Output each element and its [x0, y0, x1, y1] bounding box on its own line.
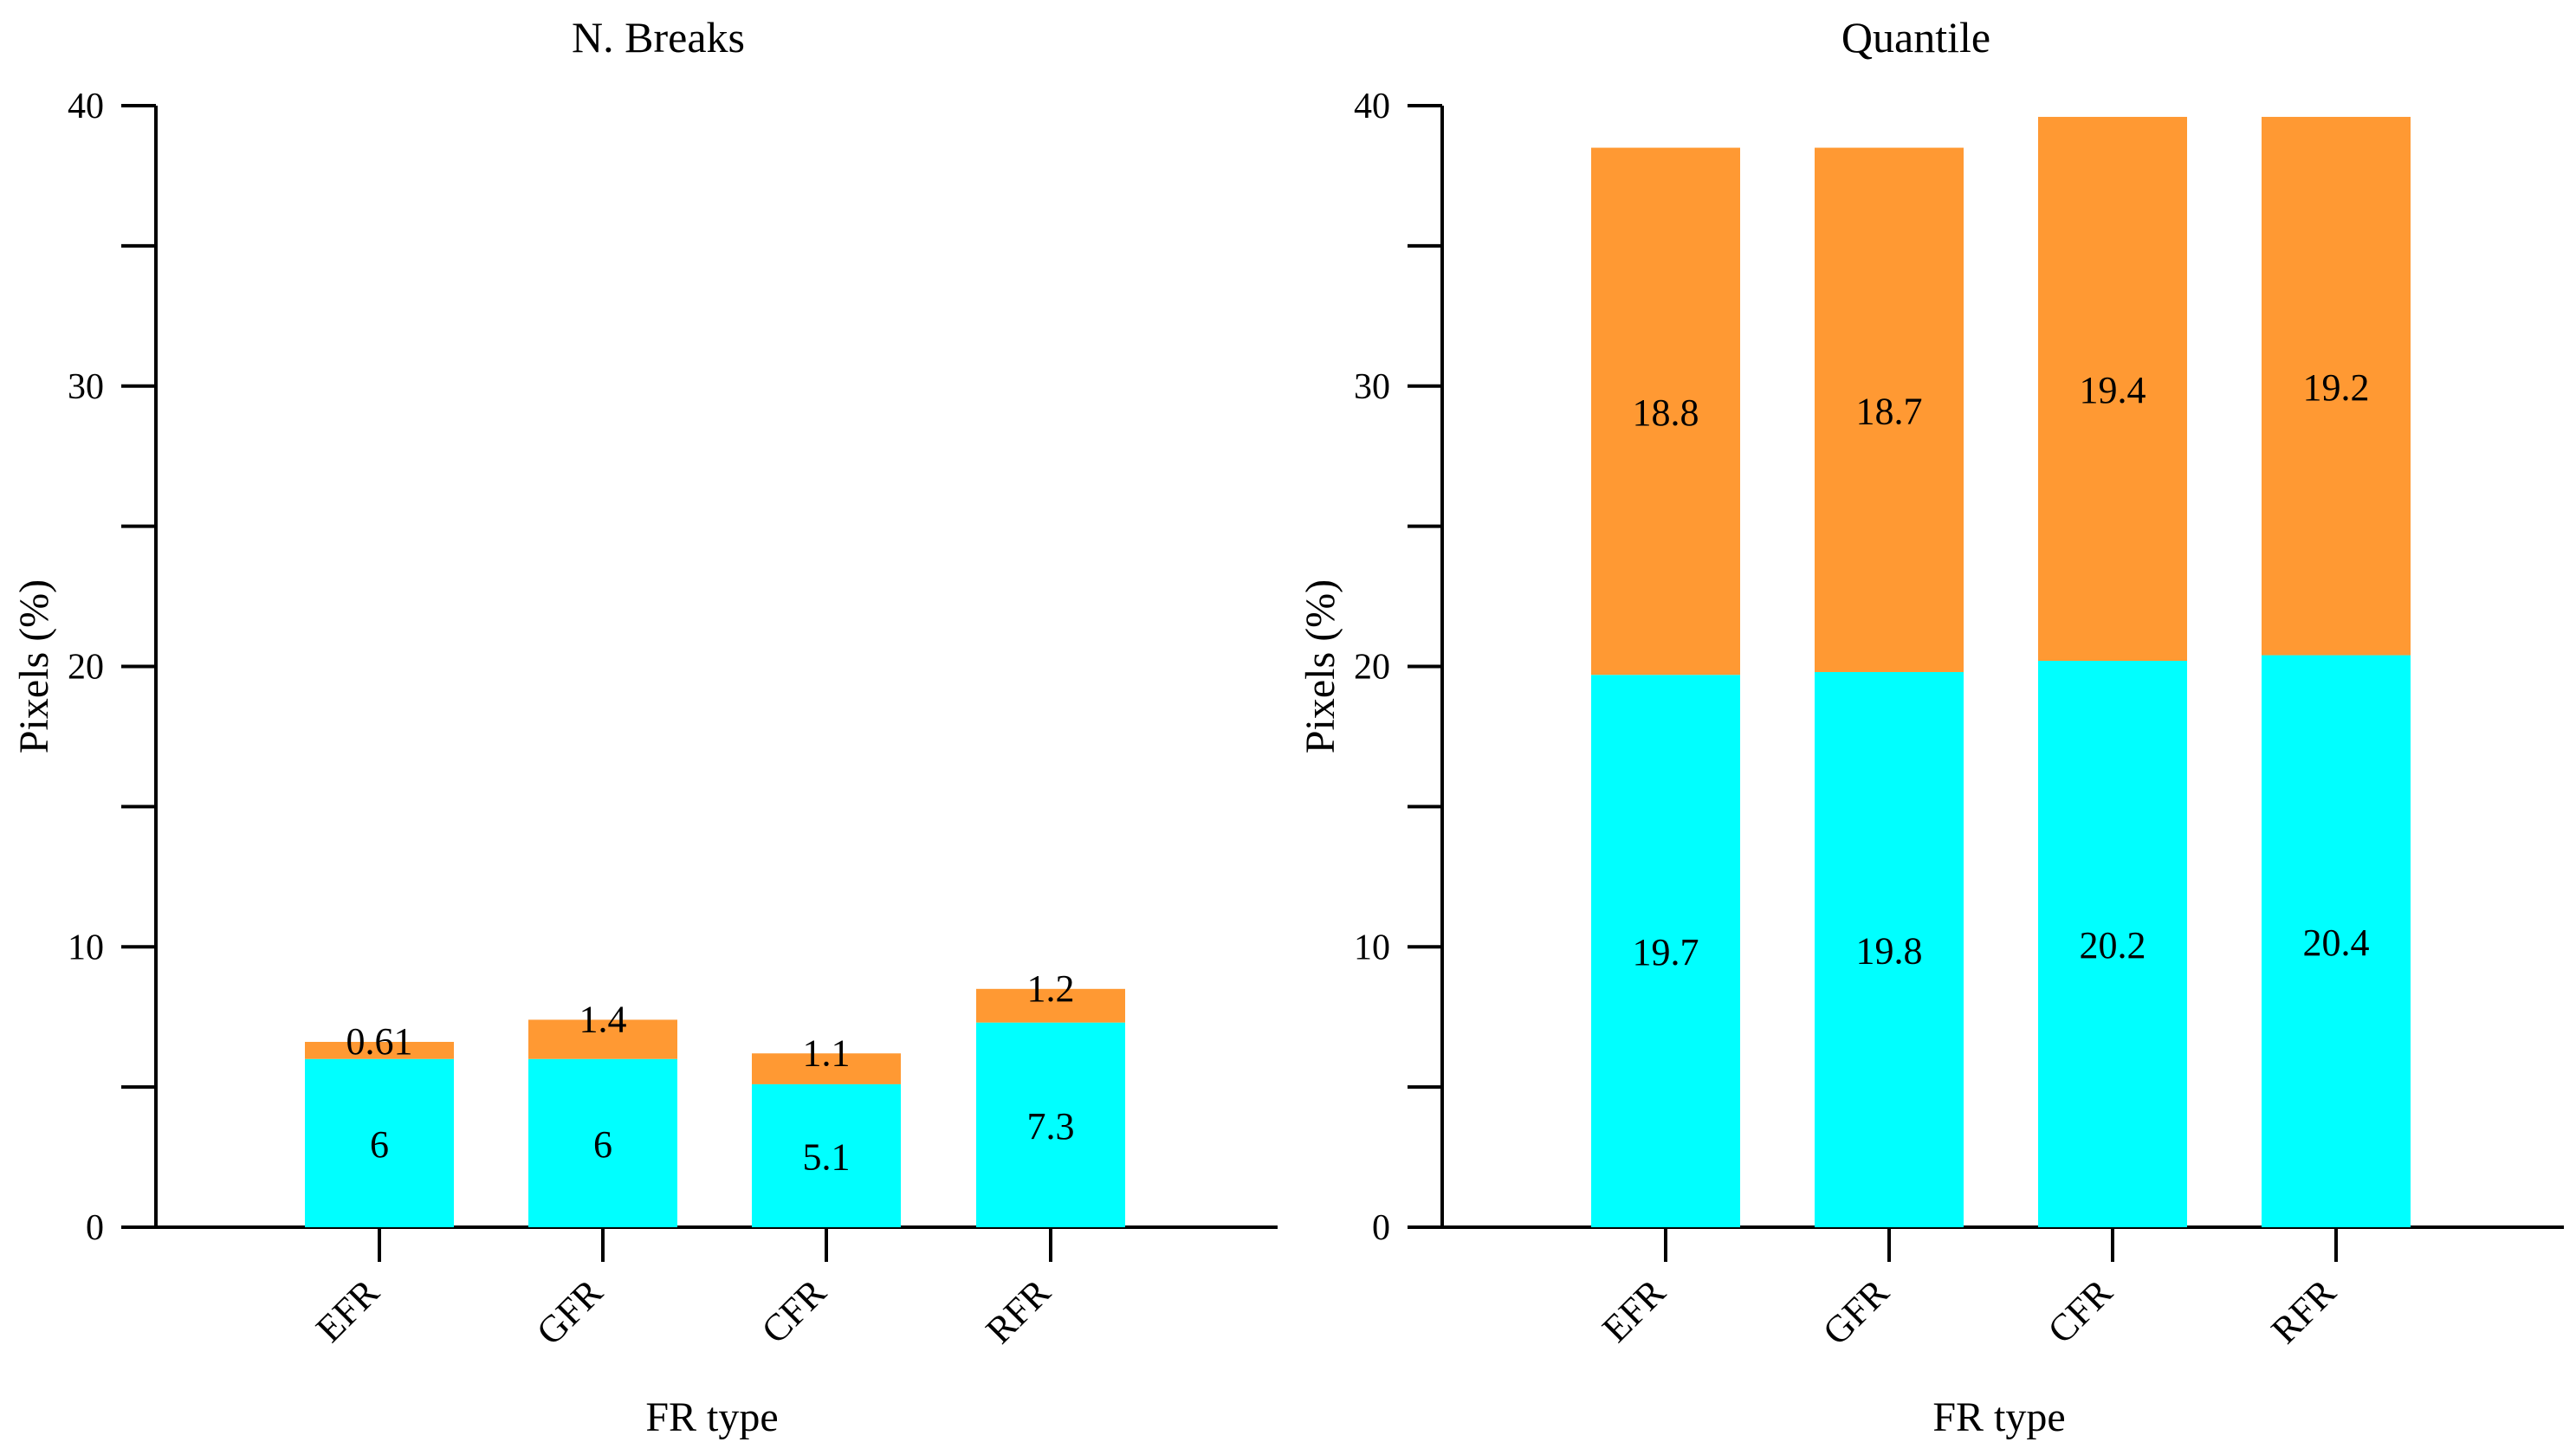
bar-lower-rfr — [976, 1022, 1125, 1227]
bar-lower-rfr — [2262, 655, 2411, 1227]
chart-title: Quantile — [1841, 13, 1990, 61]
y-tick-label: 20 — [1354, 648, 1390, 688]
x-tick-label: GFR — [528, 1271, 612, 1354]
bar-lower-gfr — [528, 1058, 677, 1227]
bar-upper-rfr — [976, 988, 1125, 1023]
x-axis-label: FR type — [1932, 1394, 2065, 1440]
data-label: 6 — [593, 1123, 612, 1166]
y-tick-label: 40 — [68, 87, 104, 126]
panel-1: N. Breaks 0 10 20 30 40 Pixels (%) 6 0.61 EFR 6 1.4… — [11, 13, 1278, 1440]
x-tick-label: EFR — [1594, 1271, 1673, 1350]
bar-upper-efr — [1591, 147, 1740, 676]
data-label: 20.2 — [2080, 924, 2146, 967]
x-tick-label: EFR — [307, 1271, 387, 1350]
data-label: 19.2 — [2303, 366, 2370, 409]
bar-lower-cfr — [752, 1083, 901, 1227]
x-tick-label: RFR — [978, 1271, 1059, 1352]
y-tick-label: 10 — [1354, 928, 1390, 967]
data-label: 1.2 — [1027, 967, 1075, 1010]
bar-lower-efr — [305, 1058, 454, 1227]
bar-upper-rfr — [2262, 116, 2411, 656]
y-tick-label: 30 — [1354, 367, 1390, 407]
chart-title: N. Breaks — [572, 13, 745, 61]
bar-lower-gfr — [1815, 671, 1964, 1227]
data-label: 6 — [370, 1123, 389, 1166]
data-label: 20.4 — [2303, 921, 2370, 964]
bar-upper-cfr — [752, 1053, 901, 1084]
data-label: 1.4 — [579, 998, 627, 1040]
data-label: 18.8 — [1633, 391, 1699, 434]
x-tick-label: RFR — [2263, 1271, 2345, 1352]
bar-upper-cfr — [2038, 116, 2187, 662]
data-label: 19.7 — [1633, 931, 1699, 973]
data-label: 5.1 — [803, 1135, 851, 1178]
x-tick-label: GFR — [1815, 1271, 1898, 1354]
data-label: 7.3 — [1027, 1105, 1075, 1148]
y-tick-label: 30 — [68, 367, 104, 407]
x-tick-label: CFR — [754, 1271, 835, 1352]
bar-upper-gfr — [528, 1019, 677, 1059]
bar-lower-cfr — [2038, 661, 2187, 1227]
y-axis-label: Pixels (%) — [1298, 579, 1343, 753]
y-tick-label: 20 — [68, 648, 104, 688]
x-axis-label: FR type — [645, 1394, 778, 1440]
data-label: 19.4 — [2080, 369, 2146, 411]
y-axis-label: Pixels (%) — [11, 579, 57, 753]
y-tick-label: 0 — [86, 1208, 104, 1248]
panel-2: Quantile 0 10 20 30 40 Pixels (%) 19.7 18.8 EFR 19… — [1298, 13, 2564, 1440]
y-tick-label: 40 — [1354, 87, 1390, 126]
x-tick-label: CFR — [2040, 1271, 2121, 1352]
data-label: 18.7 — [1856, 390, 1923, 432]
data-label: 0.61 — [346, 1020, 413, 1063]
bar-lower-efr — [1591, 675, 1740, 1227]
data-label: 1.1 — [803, 1031, 851, 1074]
y-tick-label: 10 — [68, 928, 104, 967]
bar-upper-gfr — [1815, 147, 1964, 672]
y-tick-label: 0 — [1372, 1208, 1390, 1248]
data-label: 19.8 — [1856, 929, 1923, 972]
bar-upper-efr — [305, 1042, 454, 1059]
